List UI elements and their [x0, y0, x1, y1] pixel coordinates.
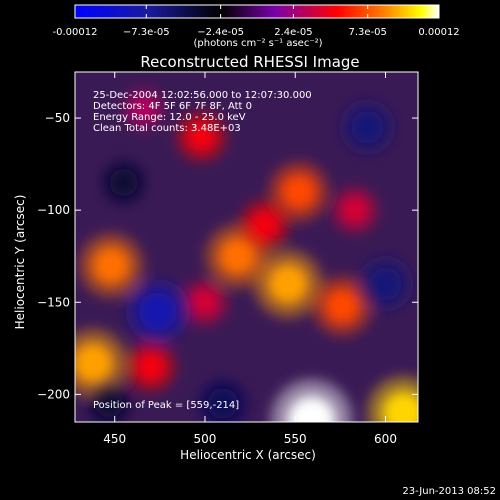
y-tick-label: −150 [37, 295, 70, 309]
annotation-clean-counts: Clean Total counts: 3.48E+03 [93, 123, 241, 134]
colorbar-tick-label: −7.3e-05 [123, 27, 170, 38]
y-axis-label: Heliocentric Y (arcsec) [13, 195, 27, 330]
x-axis-label: Heliocentric X (arcsec) [180, 448, 316, 462]
heatmap-source [207, 388, 239, 419]
y-tick-label: −200 [37, 387, 70, 401]
colorbar: -0.00012 −7.3e-05 −2.4e-05 2.4e-05 7.3e-05 0.… [53, 4, 460, 49]
colorbar-tick-label: -0.00012 [53, 27, 98, 38]
colorbar-strip [74, 4, 440, 19]
heatmap-source [109, 168, 138, 197]
footer-timestamp: 23-Jun-2013 08:52 [402, 486, 496, 497]
colorbar-tick-label: 2.4e-05 [274, 27, 312, 38]
annotations: 25-Dec-2004 12:02:56.000 to 12:07:30.000… [93, 90, 312, 411]
heatmap-source [281, 173, 317, 210]
heatmap-source [267, 263, 309, 305]
chart-title: Reconstructed RHESSI Image [140, 53, 359, 71]
x-tick-label: 550 [284, 432, 307, 446]
heatmap-source [130, 96, 157, 122]
heatmap-source [92, 246, 131, 285]
heatmap-source [75, 342, 114, 384]
plot-area: 450 500 550 600 −50 −100 −150 −200 [37, 71, 419, 446]
annotation-detectors: Detectors: 4F 5F 6F 7F 8F, Att 0 [93, 101, 252, 112]
annotation-peak-position: Position of Peak = [559,-214] [93, 400, 239, 411]
heatmap-source [249, 209, 280, 241]
colorbar-tick-label: −2.4e-05 [197, 27, 244, 38]
y-tick-label: −100 [37, 203, 70, 217]
x-tick-label: 500 [194, 432, 217, 446]
colorbar-tick-label: 7.3e-05 [349, 27, 387, 38]
heatmap-source [186, 121, 217, 152]
heatmap-source [218, 237, 257, 276]
y-tick-label: −50 [45, 111, 70, 125]
x-tick-label: 450 [103, 432, 126, 446]
axis-ticks: 450 500 550 600 −50 −100 −150 −200 [37, 72, 418, 446]
heatmap-source [382, 391, 418, 422]
heatmap-source [135, 351, 167, 382]
heatmap-source [287, 396, 336, 422]
annotation-time-range: 25-Dec-2004 12:02:56.000 to 12:07:30.000 [93, 90, 312, 101]
heatmap-source [190, 288, 219, 317]
heatmap-sources [75, 87, 418, 422]
colorbar-ticks: -0.00012 −7.3e-05 −2.4e-05 2.4e-05 7.3e-05 0.… [53, 5, 460, 38]
colorbar-unit-label: (photons cm⁻² s⁻¹ asec⁻²) [193, 38, 322, 49]
heatmap-source [324, 288, 360, 324]
plot-frame [74, 71, 419, 423]
heatmap-source [340, 196, 369, 225]
heatmap-source [350, 110, 384, 144]
x-tick-label: 600 [374, 432, 397, 446]
heatmap-source [95, 389, 124, 418]
colorbar-tick-label: 0.00012 [418, 27, 459, 38]
heatmap-source [139, 292, 178, 331]
annotation-energy-range: Energy Range: 12.0 - 25.0 keV [93, 112, 246, 123]
heatmap-source [369, 267, 403, 301]
